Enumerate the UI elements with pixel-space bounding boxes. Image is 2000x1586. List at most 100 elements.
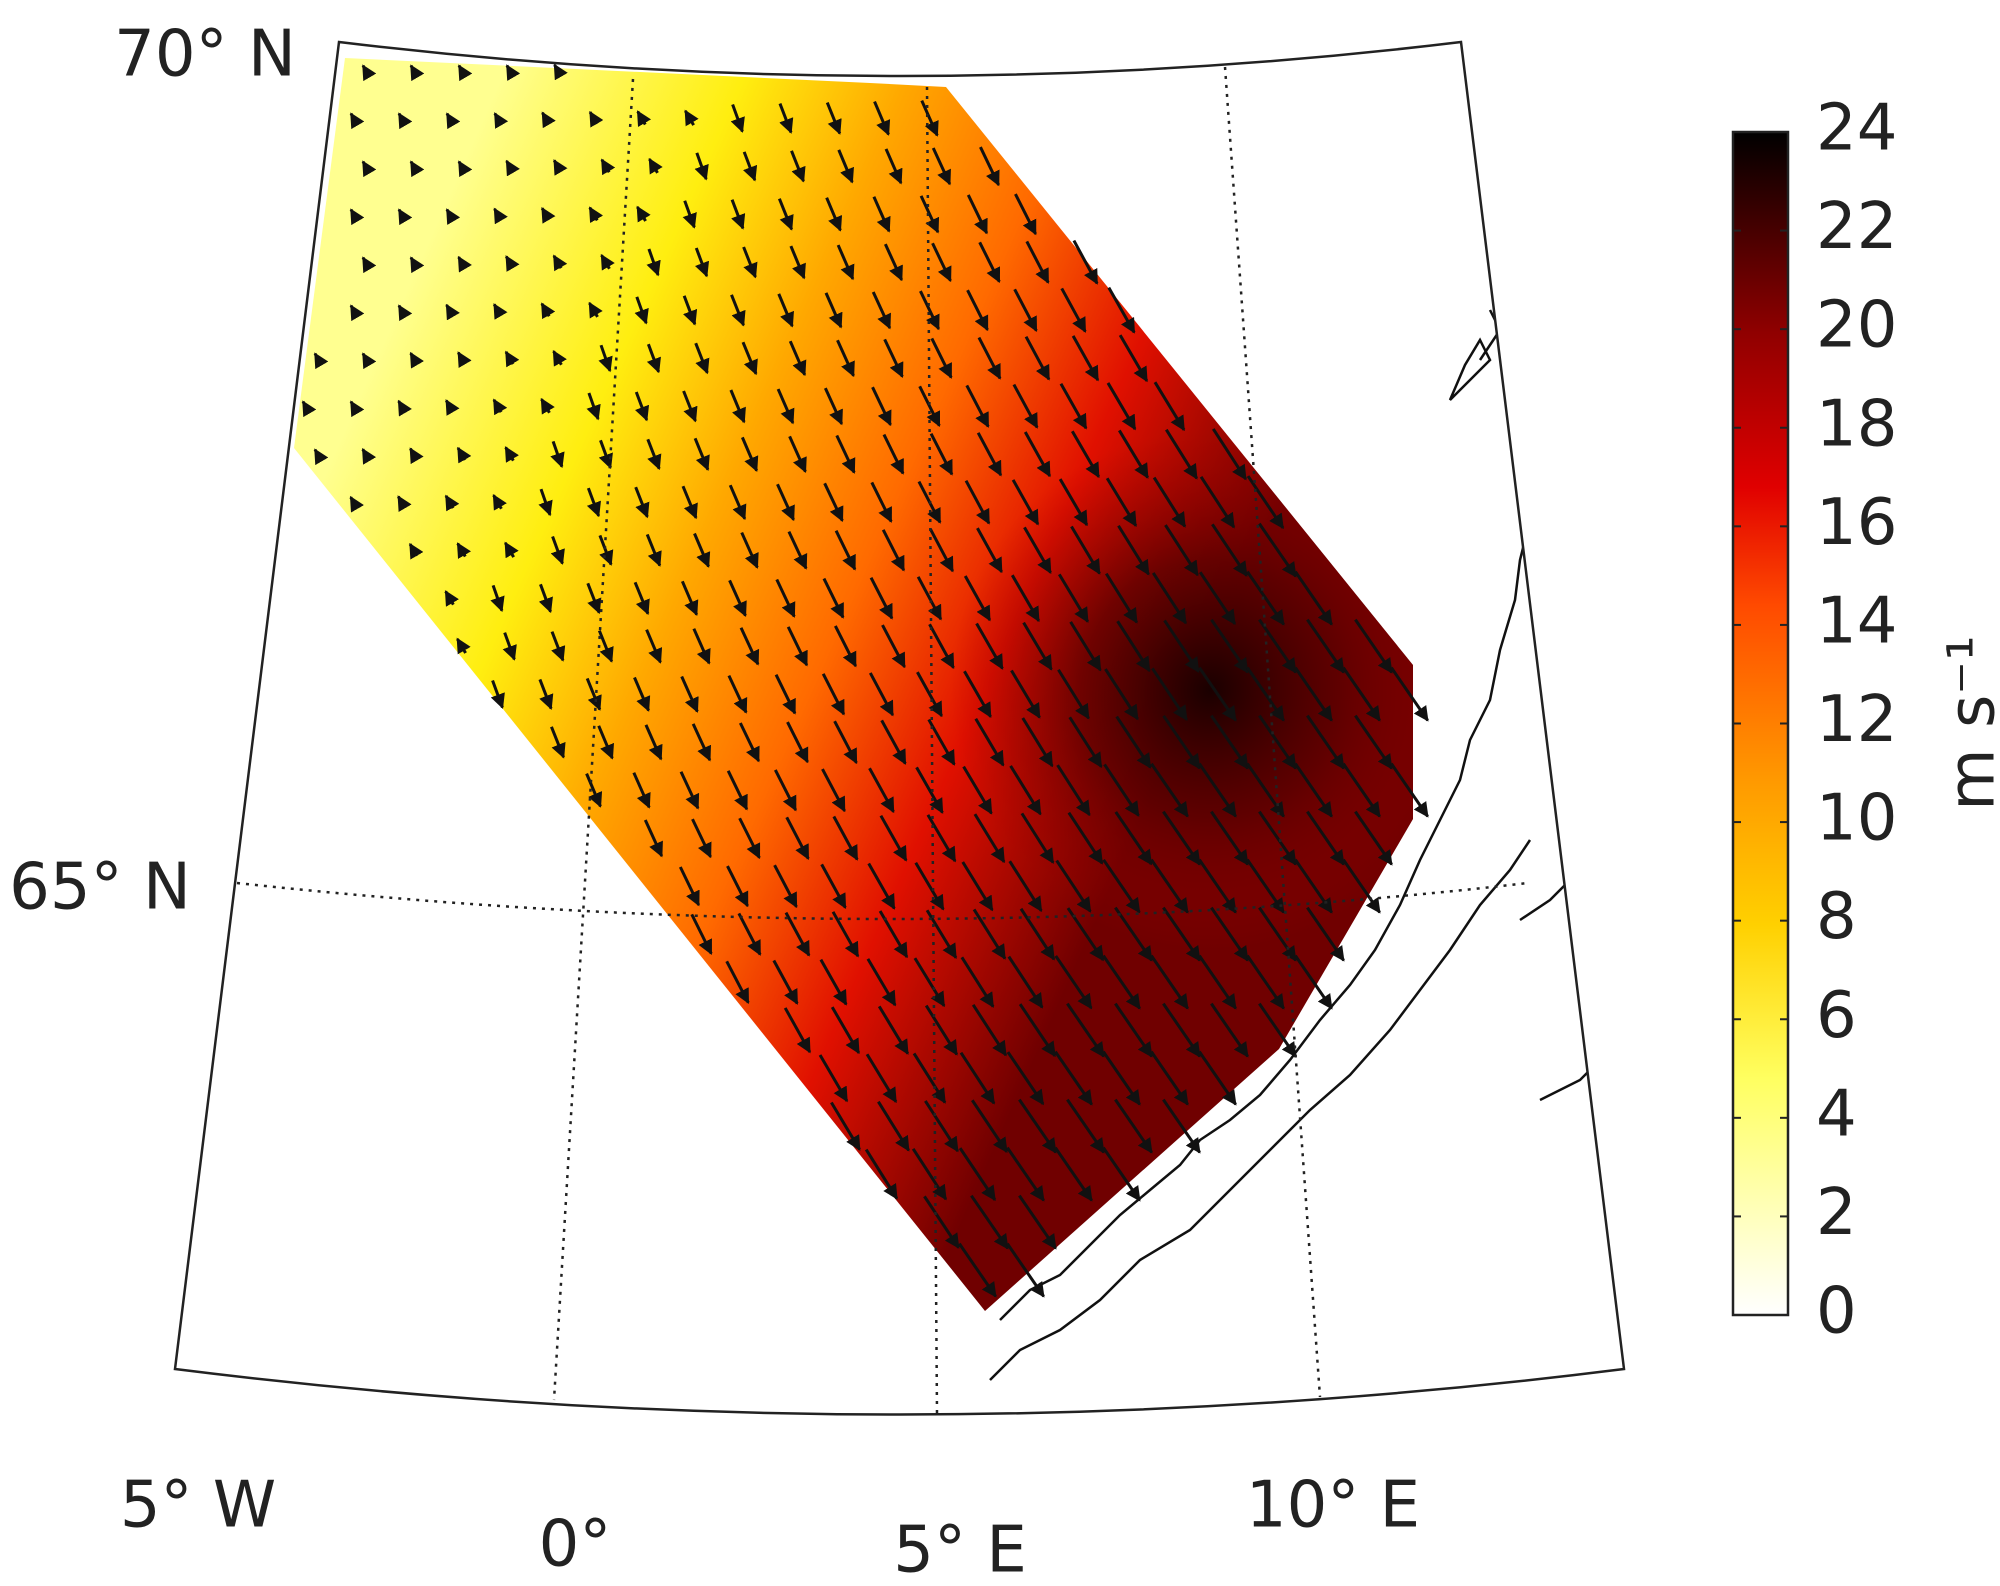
wind-arrow [1151,667,1188,721]
wind-arrow [1013,288,1038,333]
wind-arrow [830,1101,861,1151]
wind-arrow [926,814,957,863]
wind-arrow [867,862,896,910]
wind-arrow [1342,666,1381,722]
wind-arrow [679,771,700,810]
wind-arrow [1354,618,1393,674]
wind-arrow [444,399,460,416]
wind-arrow [492,493,507,511]
wind-arrow [505,159,520,177]
wind-arrow [1059,383,1088,430]
wind-arrow [821,673,846,716]
wind-arrow [918,385,941,428]
colorbar-tick-label: 14 [1816,584,1897,658]
wind-arrow [1022,621,1053,671]
wind-arrow [1210,618,1249,674]
wind-arrow [1056,764,1091,817]
wind-arrow [971,1004,1008,1057]
wind-arrow [930,337,953,379]
wind-arrow [1150,1050,1189,1106]
wind-arrow [865,1053,898,1104]
wind-arrow [1071,335,1100,382]
wind-arrow [821,768,846,813]
wind-arrow [492,398,508,416]
wind-arrow [682,200,697,229]
wind-arrow [1025,240,1050,284]
wind-arrow [694,342,710,375]
wind-arrow [409,447,424,465]
wind-arrow [1258,714,1297,770]
wind-arrow [776,483,795,522]
wind-arrow [633,676,651,712]
wind-arrow [681,485,698,520]
wind-arrow [830,1006,861,1055]
wind-arrow [959,1051,996,1105]
wind-speed-field [294,58,1413,1311]
wind-arrow [361,256,377,274]
colorbar-tick-label: 16 [1816,486,1897,560]
wind-arrow [636,110,652,127]
wind-arrow [1010,669,1041,719]
wind-arrow [834,625,857,668]
wind-arrow [553,63,568,81]
wind-arrow [871,386,892,427]
wind-arrow [925,909,958,960]
wind-arrow [646,343,661,374]
wind-arrow [456,637,471,655]
wind-arrow [636,205,651,223]
wind-arrow [730,104,745,133]
wind-arrow [912,1052,947,1104]
wind-arrow [929,433,954,476]
wind-arrow [600,158,616,176]
wind-arrow [965,384,990,428]
wind-arrow [1390,666,1429,722]
wind-arrow [682,390,698,423]
wind-arrow [728,484,747,521]
wind-arrow [1006,1146,1045,1202]
wind-arrow [1023,431,1052,478]
wind-arrow [1210,1002,1249,1058]
wind-arrow [741,341,758,376]
wind-arrow [541,111,556,129]
wind-arrow [1294,570,1333,626]
wind-arrow [457,351,472,369]
wind-arrow [538,488,553,517]
wind-arrow [504,350,520,368]
wind-arrow [1198,1050,1237,1106]
wind-arrow [958,1147,997,1202]
wind-arrow [552,350,567,367]
wind-arrow [1198,954,1237,1010]
wind-arrow [504,446,519,463]
wind-arrow [493,112,509,129]
wind-arrow [361,352,377,370]
wind-arrow [409,256,425,274]
wind-arrow [911,1148,948,1201]
wind-arrow [1163,619,1200,673]
map-frame [173,40,1626,1416]
wind-arrow [924,1100,959,1153]
wind-arrow [872,196,891,233]
colorbar-tick-label: 0 [1816,1275,1857,1349]
wind-arrow [822,577,845,619]
wind-arrow [691,723,712,762]
wind-arrow [785,816,810,860]
wind-arrow [1246,762,1285,818]
wind-arrow [1198,571,1237,626]
wind-arrow [730,294,746,327]
wind-arrow [729,389,746,424]
wind-arrow [833,720,858,765]
wind-arrow [825,197,843,232]
wind-arrow [643,819,664,858]
wind-arrow [1198,762,1237,818]
wind-arrow [1012,383,1039,429]
wind-arrow [919,195,940,234]
wind-arrow [824,292,843,329]
wind-arrow [349,304,365,322]
wind-arrow [1150,762,1189,818]
wind-arrow [691,818,712,859]
wind-arrow [929,528,954,573]
wind-arrow [1066,1002,1105,1058]
wind-arrow [585,677,602,711]
